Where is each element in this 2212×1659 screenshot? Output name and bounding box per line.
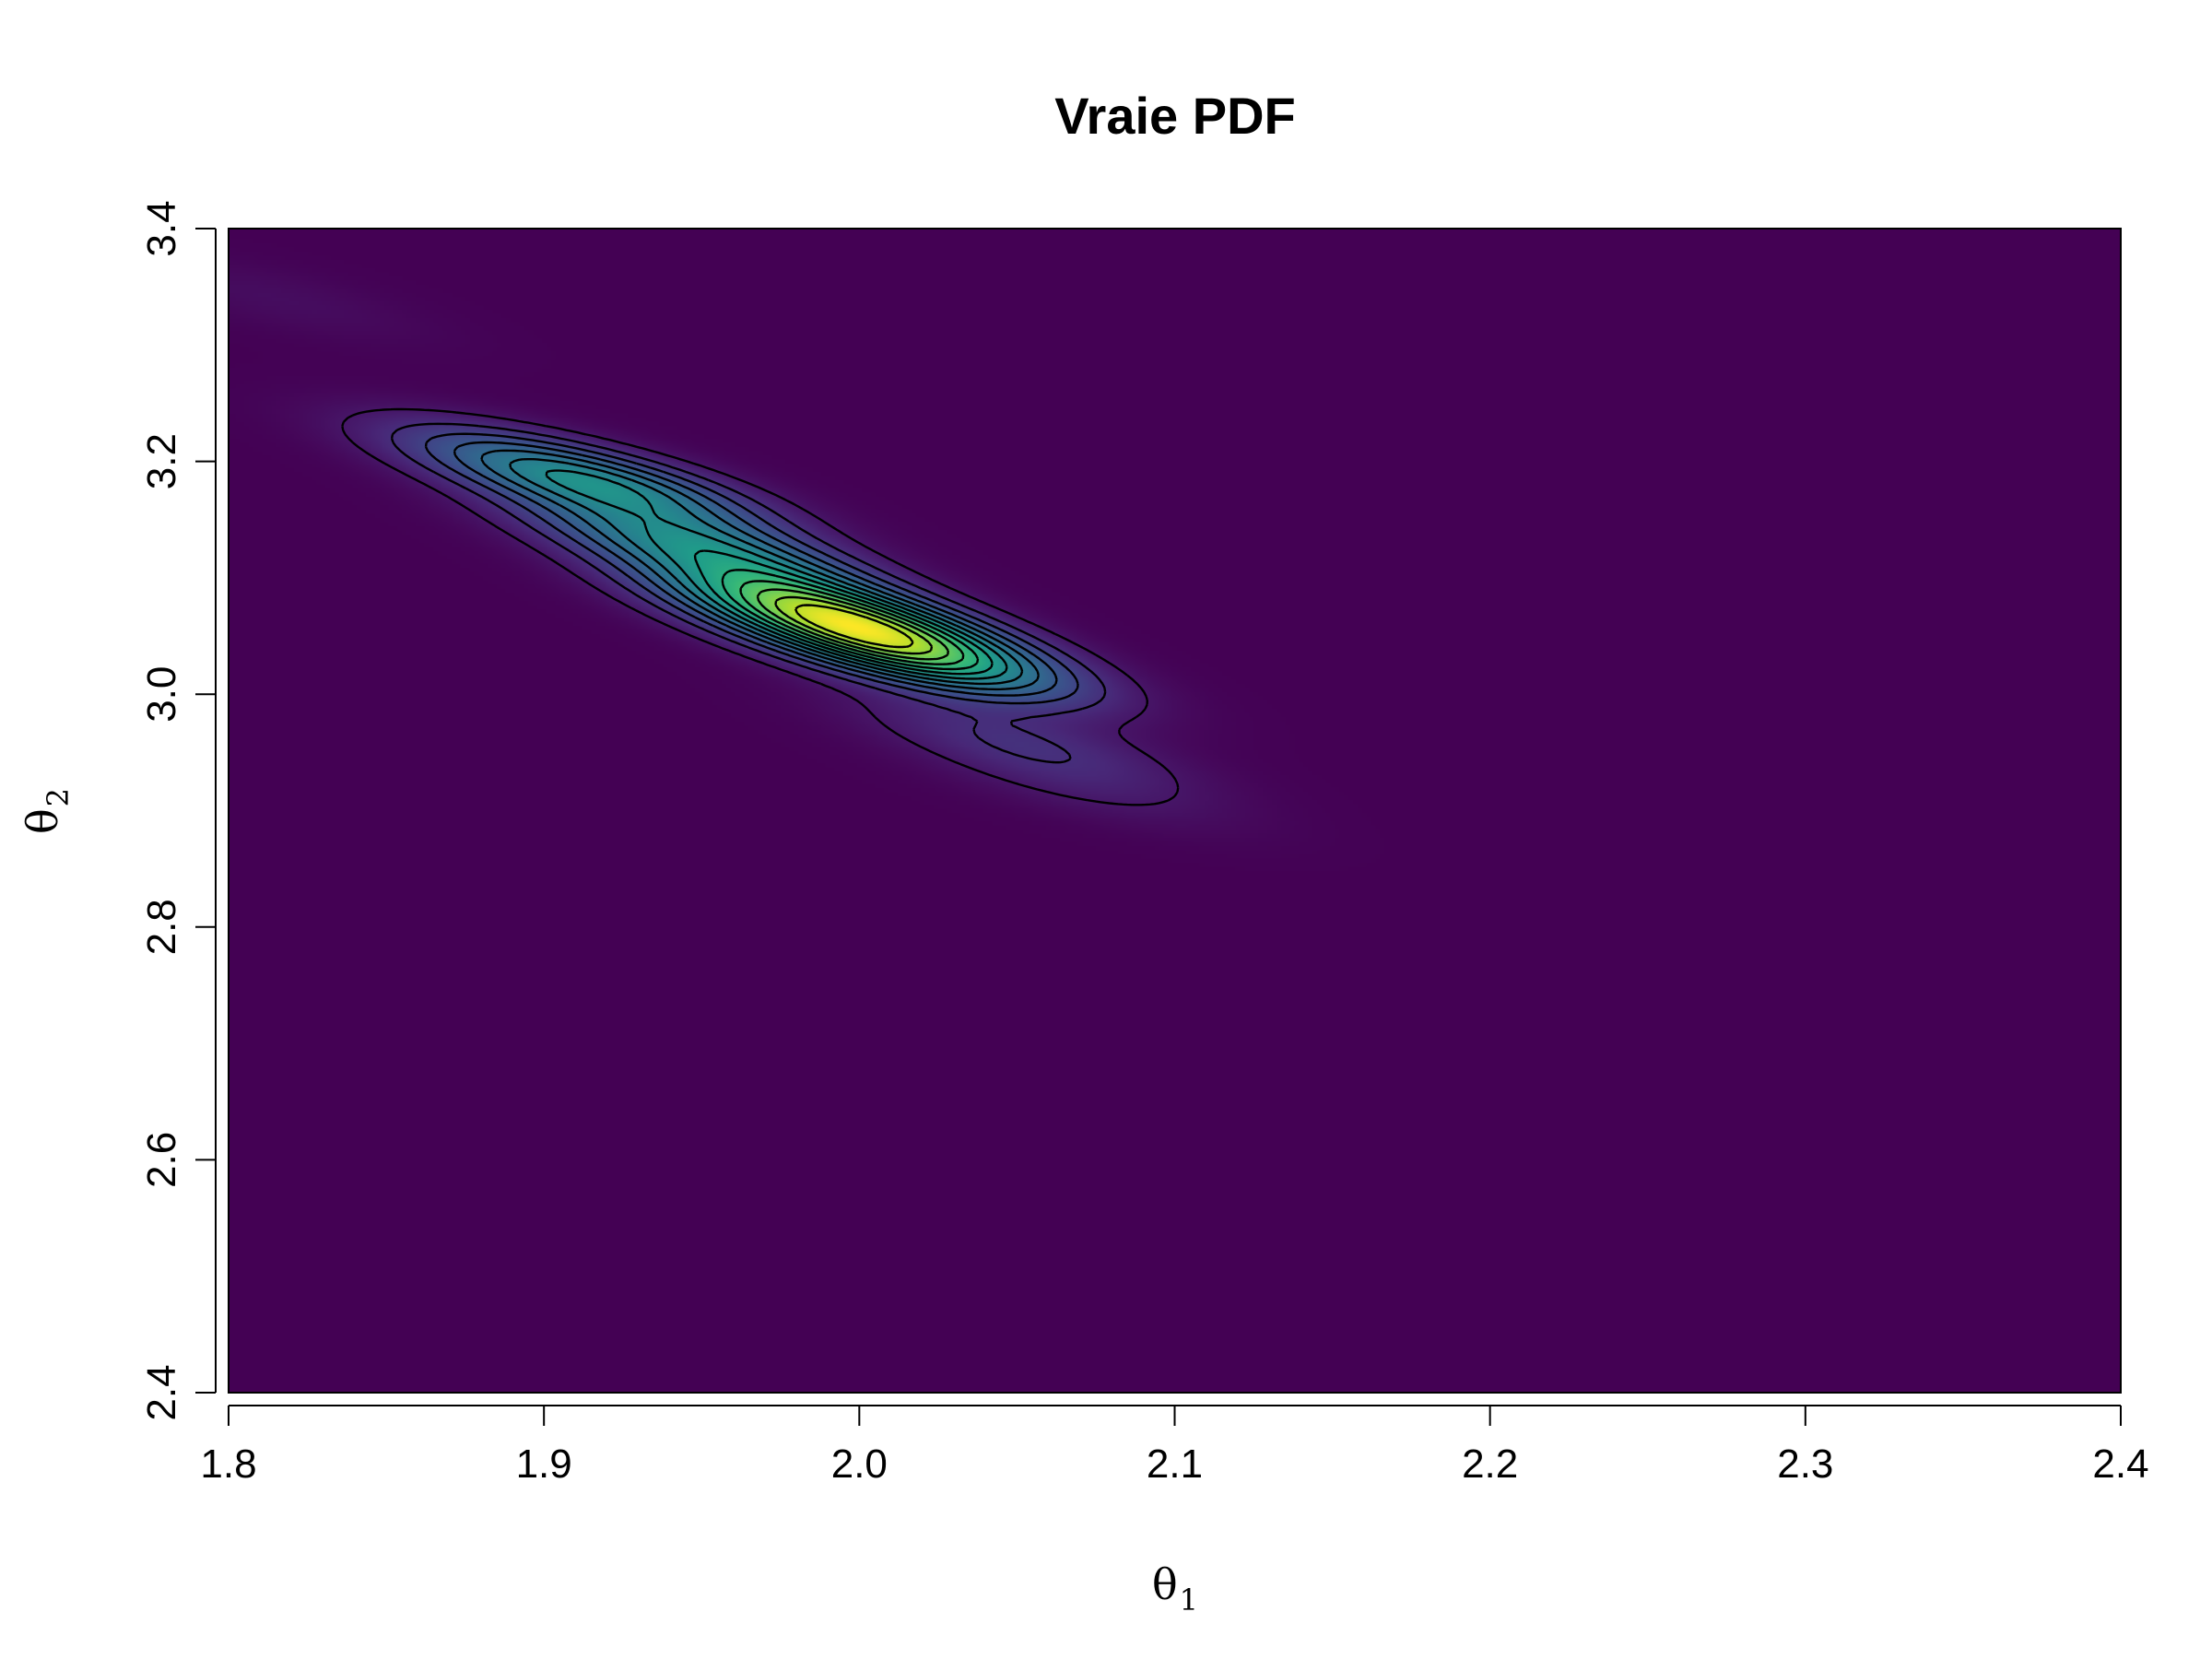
contour-line bbox=[424, 432, 1079, 705]
x-axis: 1.8 1.9 2.0 2.1 2.2 2.3 2.4 bbox=[200, 1405, 2149, 1487]
contour-lines bbox=[341, 407, 1180, 806]
contour-line bbox=[341, 407, 1180, 806]
y-tick-label: 2.4 bbox=[139, 1364, 184, 1420]
y-axis-label-subscript: 2 bbox=[41, 788, 76, 806]
contour-line bbox=[453, 441, 1058, 697]
contour-line bbox=[480, 449, 1040, 691]
x-tick-label: 2.0 bbox=[831, 1441, 888, 1487]
x-axis-label-subscript: 1 bbox=[1180, 1583, 1198, 1618]
y-tick-label: 3.4 bbox=[139, 200, 184, 256]
y-tick-label: 2.6 bbox=[139, 1132, 184, 1188]
contour-line bbox=[509, 458, 1024, 686]
contour-line bbox=[693, 549, 994, 676]
x-tick-label: 2.4 bbox=[2092, 1441, 2148, 1487]
chart-title: Vraie PDF bbox=[1054, 87, 1295, 145]
density-heatmap bbox=[229, 229, 2121, 1393]
y-axis-label: θ2 bbox=[18, 788, 76, 834]
x-tick-label: 1.8 bbox=[200, 1441, 256, 1487]
contour-line bbox=[774, 595, 934, 655]
y-tick-label: 3.0 bbox=[139, 666, 184, 723]
contour-line bbox=[739, 580, 965, 665]
contour-line bbox=[721, 569, 980, 671]
x-tick-label: 2.3 bbox=[1777, 1441, 1833, 1487]
contour-line bbox=[390, 422, 1107, 764]
y-tick-label: 2.8 bbox=[139, 899, 184, 955]
x-tick-label: 2.1 bbox=[1147, 1441, 1203, 1487]
contour-line bbox=[756, 588, 949, 661]
contour-line bbox=[545, 469, 1008, 680]
y-tick-label: 3.2 bbox=[139, 433, 184, 489]
y-axis: 2.4 2.6 2.8 3.0 3.2 3.4 bbox=[139, 200, 217, 1421]
x-tick-label: 1.9 bbox=[516, 1441, 572, 1487]
contour-line bbox=[794, 604, 914, 649]
x-axis-label: θ1 bbox=[1152, 1559, 1198, 1618]
plot-frame bbox=[228, 228, 2122, 1394]
x-tick-label: 2.2 bbox=[1462, 1441, 1518, 1487]
